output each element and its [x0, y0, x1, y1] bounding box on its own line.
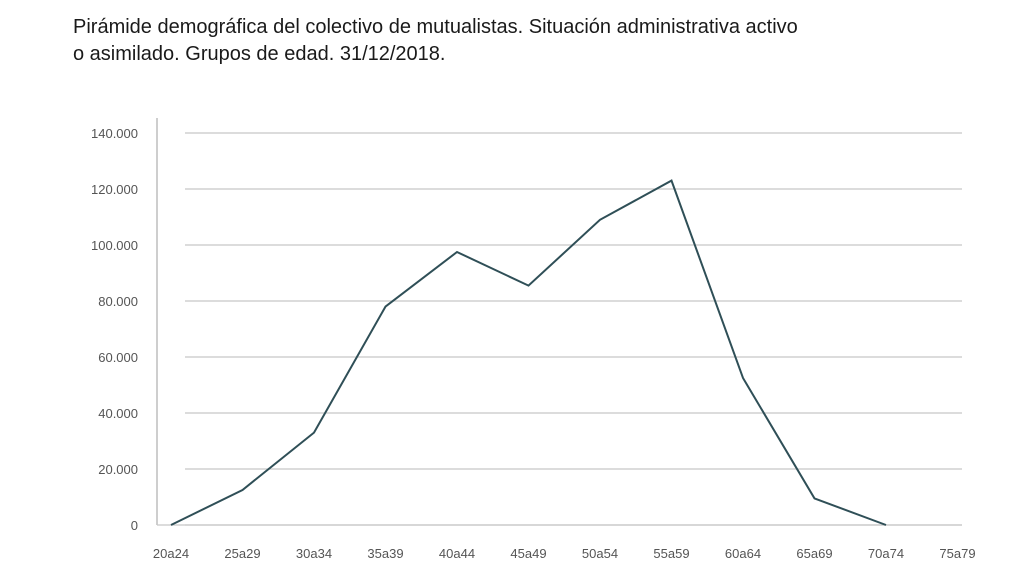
y-tick-label: 0: [131, 518, 138, 533]
y-tick-label: 80.000: [98, 294, 138, 309]
x-tick-label: 65a69: [796, 546, 832, 561]
x-tick-label: 25a29: [224, 546, 260, 561]
x-tick-label: 50a54: [582, 546, 618, 561]
y-tick-label: 20.000: [98, 462, 138, 477]
chart-title: Pirámide demográfica del colectivo de mu…: [73, 14, 993, 68]
x-tick-label: 75a79: [939, 546, 975, 561]
x-tick-label: 30a34: [296, 546, 332, 561]
y-axis: 0 20.000 40.000 60.000 80.000 100.000 120.000 1…: [91, 118, 158, 533]
x-tick-label: 55a59: [653, 546, 689, 561]
y-tick-label: 60.000: [98, 350, 138, 365]
y-tick-label: 120.000: [91, 182, 138, 197]
chart-title-line-1: Pirámide demográfica del colectivo de mu…: [73, 16, 798, 38]
x-axis: 20a24 25a29 30a34 35a39 40a44 45a49 50a54 55a59…: [153, 524, 976, 561]
x-tick-label: 40a44: [439, 546, 475, 561]
x-tick-label: 70a74: [868, 546, 904, 561]
x-tick-label: 45a49: [510, 546, 546, 561]
x-tick-label: 60a64: [725, 546, 761, 561]
y-tick-label: 100.000: [91, 238, 138, 253]
chart-title-line-2: o asimilado. Grupos de edad. 31/12/2018.: [73, 43, 446, 65]
y-tick-label: 40.000: [98, 406, 138, 421]
gridlines: [185, 132, 962, 526]
data-series: [170, 179, 887, 526]
x-tick-label: 20a24: [153, 546, 189, 561]
y-tick-label: 140.000: [91, 126, 138, 141]
series-line: [170, 179, 887, 526]
x-tick-label: 35a39: [367, 546, 403, 561]
